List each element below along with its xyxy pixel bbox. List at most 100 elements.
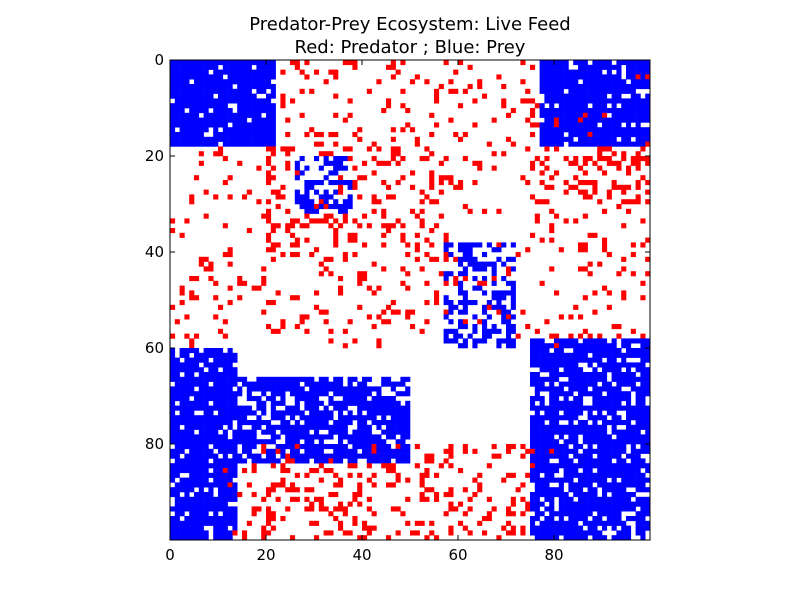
- predator-cell: [222, 156, 228, 162]
- prey-cell: [222, 79, 228, 85]
- prey-cell: [568, 525, 574, 531]
- prey-cell: [582, 343, 588, 349]
- prey-cell: [606, 448, 612, 454]
- prey-cell: [549, 434, 555, 440]
- prey-cell: [405, 420, 411, 426]
- prey-cell: [266, 132, 272, 138]
- prey-cell: [482, 266, 488, 272]
- prey-cell: [539, 520, 545, 526]
- prey-cell: [578, 343, 584, 349]
- predator-cell: [582, 295, 588, 301]
- prey-cell: [626, 367, 632, 373]
- prey-cell: [554, 367, 560, 373]
- prey-cell: [208, 453, 214, 459]
- prey-cell: [582, 69, 588, 75]
- prey-cell: [534, 448, 540, 454]
- prey-cell: [635, 122, 641, 128]
- prey-cell: [400, 376, 406, 382]
- prey-cell: [510, 285, 516, 291]
- predator-cell: [400, 280, 406, 286]
- prey-cell: [189, 458, 195, 464]
- prey-cell: [400, 453, 406, 459]
- prey-cell: [626, 506, 632, 512]
- prey-cell: [309, 453, 315, 459]
- plot-frame: [169, 59, 651, 541]
- prey-cell: [227, 69, 233, 75]
- prey-cell: [213, 520, 219, 526]
- prey-cell: [290, 410, 296, 416]
- prey-cell: [246, 74, 252, 80]
- prey-cell: [630, 112, 636, 118]
- prey-cell: [251, 453, 257, 459]
- prey-cell: [597, 69, 603, 75]
- predator-cell: [405, 520, 411, 526]
- prey-cell: [386, 420, 392, 426]
- prey-cell: [232, 400, 238, 406]
- prey-cell: [222, 530, 228, 536]
- prey-cell: [222, 496, 228, 502]
- predator-cell: [261, 448, 267, 454]
- predator-cell: [606, 156, 612, 162]
- predator-cell: [237, 276, 243, 282]
- prey-cell: [482, 309, 488, 315]
- prey-cell: [242, 84, 248, 90]
- prey-cell: [496, 304, 502, 310]
- prey-cell: [213, 357, 219, 363]
- prey-cell: [554, 429, 560, 435]
- prey-cell: [592, 429, 598, 435]
- prey-cell: [237, 376, 243, 382]
- predator-cell: [525, 324, 531, 330]
- prey-cell: [554, 141, 560, 147]
- prey-cell: [606, 472, 612, 478]
- prey-cell: [280, 381, 286, 387]
- prey-cell: [270, 93, 276, 99]
- prey-cell: [261, 429, 267, 435]
- prey-cell: [299, 376, 305, 382]
- prey-cell: [405, 400, 411, 406]
- prey-cell: [198, 420, 204, 426]
- predator-cell: [626, 165, 632, 171]
- prey-cell: [237, 60, 243, 66]
- prey-cell: [184, 348, 190, 354]
- prey-cell: [534, 338, 540, 344]
- prey-cell: [371, 434, 377, 440]
- predator-cell: [578, 266, 584, 272]
- prey-cell: [242, 132, 248, 138]
- prey-cell: [573, 127, 579, 133]
- predator-cell: [328, 151, 334, 157]
- prey-cell: [448, 338, 454, 344]
- predator-cell: [304, 223, 310, 229]
- prey-cell: [222, 400, 228, 406]
- prey-cell: [582, 338, 588, 344]
- prey-cell: [582, 376, 588, 382]
- prey-cell: [597, 511, 603, 517]
- predator-cell: [443, 156, 449, 162]
- prey-cell: [501, 309, 507, 315]
- prey-cell: [611, 343, 617, 349]
- prey-cell: [611, 141, 617, 147]
- prey-cell: [256, 132, 262, 138]
- prey-cell: [198, 69, 204, 75]
- prey-cell: [342, 429, 348, 435]
- prey-cell: [640, 141, 646, 147]
- prey-cell: [237, 141, 243, 147]
- prey-cell: [573, 410, 579, 416]
- prey-cell: [266, 396, 272, 402]
- predator-cell: [333, 228, 339, 234]
- predator-cell: [554, 122, 560, 128]
- prey-cell: [573, 525, 579, 531]
- prey-cell: [453, 328, 459, 334]
- prey-cell: [616, 386, 622, 392]
- prey-cell: [578, 69, 584, 75]
- prey-cell: [179, 391, 185, 397]
- predator-cell: [333, 93, 339, 99]
- prey-cell: [198, 391, 204, 397]
- prey-cell: [640, 501, 646, 507]
- prey-cell: [218, 79, 224, 85]
- prey-cell: [170, 357, 176, 363]
- predator-cell: [477, 84, 483, 90]
- prey-cell: [573, 506, 579, 512]
- prey-cell: [554, 362, 560, 368]
- prey-cell: [645, 372, 651, 378]
- prey-cell: [208, 103, 214, 109]
